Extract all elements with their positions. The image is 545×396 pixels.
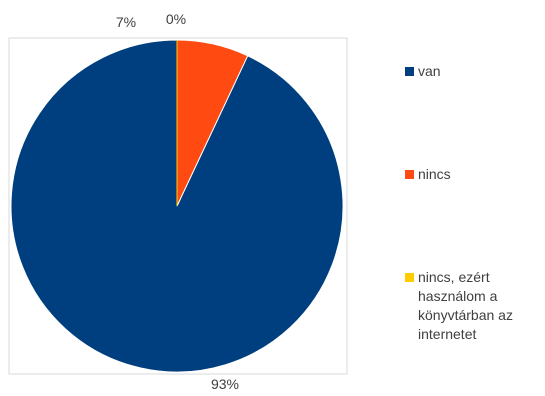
data-label-0: 93%	[211, 376, 239, 392]
pie-slices	[10, 39, 344, 373]
legend-swatch-nincs	[405, 170, 414, 179]
data-label-2: 0%	[166, 11, 186, 27]
legend-label-van: van	[418, 63, 441, 79]
data-label-1: 7%	[116, 14, 136, 30]
legend-label-nincs: nincs	[418, 166, 451, 182]
legend: van nincs nincs, ezért használom a könyv…	[405, 0, 545, 396]
legend-item-nincs: nincs	[405, 165, 543, 184]
legend-item-nincs-internet: nincs, ezért használom a könyvtárban az …	[405, 268, 543, 344]
legend-label-nincs-internet: nincs, ezért használom a könyvtárban az …	[418, 269, 513, 342]
pie-data-labels: 93% 7% 0%	[116, 11, 239, 392]
legend-item-van: van	[405, 62, 543, 81]
legend-swatch-van	[405, 67, 414, 76]
plot-area-border	[8, 37, 348, 375]
legend-swatch-nincs-internet	[405, 273, 414, 282]
